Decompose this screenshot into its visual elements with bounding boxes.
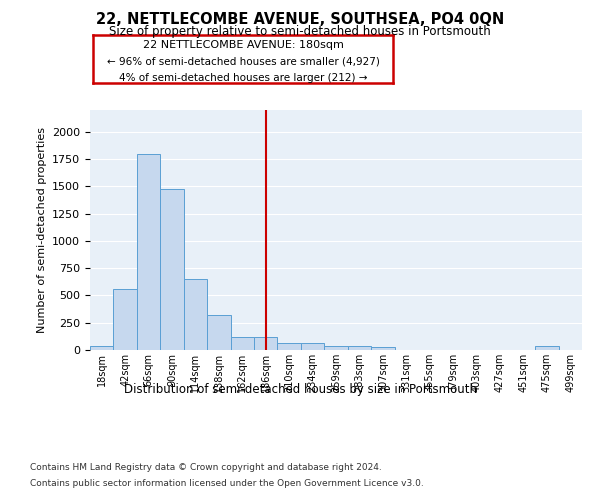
- Bar: [137, 154, 160, 350]
- Bar: [90, 346, 113, 350]
- Y-axis label: Number of semi-detached properties: Number of semi-detached properties: [37, 127, 47, 333]
- Bar: [277, 343, 301, 350]
- Bar: [160, 188, 184, 350]
- Bar: [254, 337, 277, 350]
- Text: ← 96% of semi-detached houses are smaller (4,927): ← 96% of semi-detached houses are smalle…: [107, 56, 379, 66]
- Bar: [348, 346, 371, 350]
- Text: 22, NETTLECOMBE AVENUE, SOUTHSEA, PO4 0QN: 22, NETTLECOMBE AVENUE, SOUTHSEA, PO4 0Q…: [96, 12, 504, 28]
- Text: Size of property relative to semi-detached houses in Portsmouth: Size of property relative to semi-detach…: [109, 25, 491, 38]
- Text: 22 NETTLECOMBE AVENUE: 180sqm: 22 NETTLECOMBE AVENUE: 180sqm: [143, 40, 343, 50]
- Text: Contains public sector information licensed under the Open Government Licence v3: Contains public sector information licen…: [30, 478, 424, 488]
- Bar: [113, 289, 137, 350]
- Bar: [535, 346, 559, 350]
- Bar: [230, 337, 254, 350]
- Text: 4% of semi-detached houses are larger (212) →: 4% of semi-detached houses are larger (2…: [119, 72, 367, 83]
- Text: Distribution of semi-detached houses by size in Portsmouth: Distribution of semi-detached houses by …: [124, 382, 476, 396]
- Bar: [371, 346, 395, 350]
- Bar: [301, 344, 324, 350]
- Bar: [324, 346, 348, 350]
- Bar: [207, 315, 230, 350]
- Text: Contains HM Land Registry data © Crown copyright and database right 2024.: Contains HM Land Registry data © Crown c…: [30, 464, 382, 472]
- Bar: [184, 279, 207, 350]
